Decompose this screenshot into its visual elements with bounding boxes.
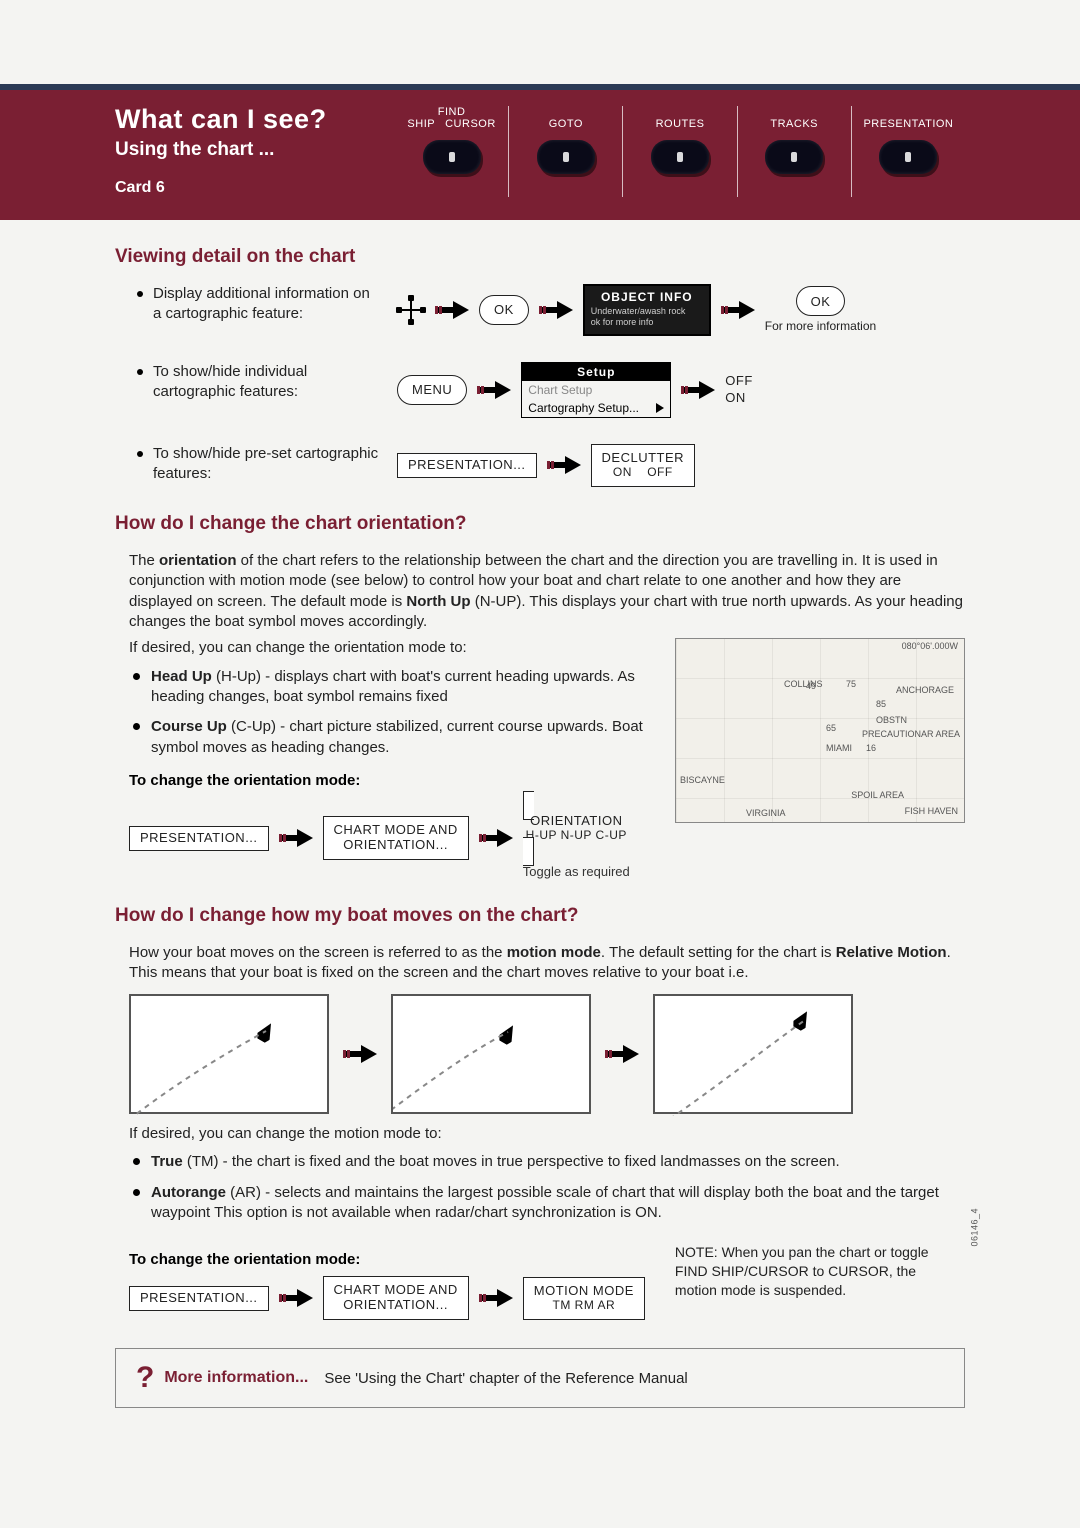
flow-row: MENU Setup Chart Setup Cartography Setup… — [397, 362, 965, 418]
arrow-icon — [477, 381, 511, 399]
body-text: The orientation of the chart refers to t… — [129, 551, 965, 633]
more-info-text: See 'Using the Chart' chapter of the Ref… — [324, 1370, 687, 1387]
doc-code: 06146_4 — [970, 1208, 980, 1247]
header-band: What can I see? Using the chart ... Card… — [0, 90, 1080, 220]
chart-mode-button[interactable]: CHART MODE AND ORIENTATION... — [323, 1276, 469, 1320]
flow-row: PRESENTATION... DECLUTTER ON OFF — [397, 444, 965, 487]
arrow-icon — [279, 829, 313, 847]
softkey-label: GOTO — [549, 106, 583, 130]
for-more-label: For more information — [765, 320, 876, 333]
chart-mode-button[interactable]: CHART MODE AND ORIENTATION... — [323, 816, 469, 860]
setup-menu: Setup Chart Setup Cartography Setup... — [521, 362, 671, 418]
flow-row: OK OBJECT INFO Underwater/awash rock ok … — [397, 284, 965, 336]
list-item: Autorange (AR) - selects and maintains t… — [129, 1183, 965, 1224]
presentation-button[interactable]: PRESENTATION... — [129, 1286, 269, 1311]
arrow-icon — [343, 1045, 377, 1063]
section-heading: Viewing detail on the chart — [115, 246, 965, 268]
flow-row: PRESENTATION... CHART MODE AND ORIENTATI… — [129, 1276, 645, 1320]
presentation-button[interactable]: PRESENTATION... — [397, 453, 537, 478]
note-text: NOTE: When you pan the chart or toggle F… — [675, 1243, 955, 1300]
arrow-icon — [479, 1289, 513, 1307]
more-info-bar: ? More information... See 'Using the Cha… — [115, 1348, 965, 1408]
body-text: If desired, you can change the motion mo… — [129, 1124, 965, 1144]
question-icon: ? — [136, 1363, 154, 1393]
object-info-box: OBJECT INFO Underwater/awash rock ok for… — [583, 284, 711, 336]
motion-frame — [391, 994, 591, 1114]
motion-frame — [653, 994, 853, 1114]
band-card: Card 6 — [115, 179, 395, 197]
bullet-text: To show/hide pre-set cartographic featur… — [129, 444, 379, 485]
body-text: If desired, you can change the orientati… — [129, 638, 665, 658]
bullet-text: Display additional information on a cart… — [129, 284, 379, 325]
motion-frame — [129, 994, 329, 1114]
band-title: What can I see? — [115, 104, 395, 135]
arrow-icon — [681, 381, 715, 399]
section-heading: How do I change how my boat moves on the… — [115, 905, 965, 927]
softkey-button[interactable] — [423, 140, 481, 174]
orientation-box: ORIENTATION H-UP N-UP C-UP — [523, 791, 630, 866]
ok-button[interactable]: OK — [796, 286, 846, 316]
section-heading: How do I change the chart orientation? — [115, 513, 965, 535]
arrow-icon — [479, 829, 513, 847]
motion-mode-box: MOTION MODE TM RM AR — [523, 1277, 645, 1320]
softkey-button[interactable] — [651, 140, 709, 174]
crosshair-icon — [397, 296, 425, 324]
softkey-label: FIND SHIP CURSOR — [407, 106, 495, 130]
menu-button[interactable]: MENU — [397, 375, 467, 405]
arrow-icon — [721, 301, 755, 319]
declutter-box: DECLUTTER ON OFF — [591, 444, 696, 487]
more-info-title: More information... — [164, 1369, 308, 1387]
arrow-icon — [605, 1045, 639, 1063]
list-item: Head Up (H-Up) - displays chart with boa… — [129, 667, 665, 708]
arrow-icon — [547, 456, 581, 474]
softkey-label: PRESENTATION — [863, 106, 953, 130]
softkey-label: TRACKS — [770, 106, 818, 130]
map-thumbnail: 080°06'.000W 49 75 ANCHORAGE MIAMI BISCA… — [675, 638, 965, 823]
softkey-button[interactable] — [765, 140, 823, 174]
softkey-button[interactable] — [879, 140, 937, 174]
on-off-options: OFF ON — [725, 373, 753, 407]
bullet-text: To show/hide individual cartographic fea… — [129, 362, 379, 403]
sub-heading: To change the orientation mode: — [129, 1251, 645, 1268]
caption-text: Toggle as required — [523, 864, 630, 879]
softkey-row: FIND SHIP CURSOR GOTO ROUTES — [395, 104, 965, 197]
body-text: How your boat moves on the screen is ref… — [129, 943, 965, 984]
sub-heading: To change the orientation mode: — [129, 772, 665, 789]
arrow-icon — [539, 301, 573, 319]
motion-frames — [129, 994, 965, 1114]
softkey-button[interactable] — [537, 140, 595, 174]
softkey-label: ROUTES — [656, 106, 705, 130]
list-item: Course Up (C-Up) - chart picture stabili… — [129, 717, 665, 758]
arrow-icon — [435, 301, 469, 319]
list-item: True (TM) - the chart is fixed and the b… — [129, 1152, 965, 1172]
flow-row: PRESENTATION... CHART MODE AND ORIENTATI… — [129, 797, 665, 879]
presentation-button[interactable]: PRESENTATION... — [129, 826, 269, 851]
ok-button[interactable]: OK — [479, 295, 529, 325]
arrow-icon — [279, 1289, 313, 1307]
band-subtitle: Using the chart ... — [115, 139, 395, 161]
